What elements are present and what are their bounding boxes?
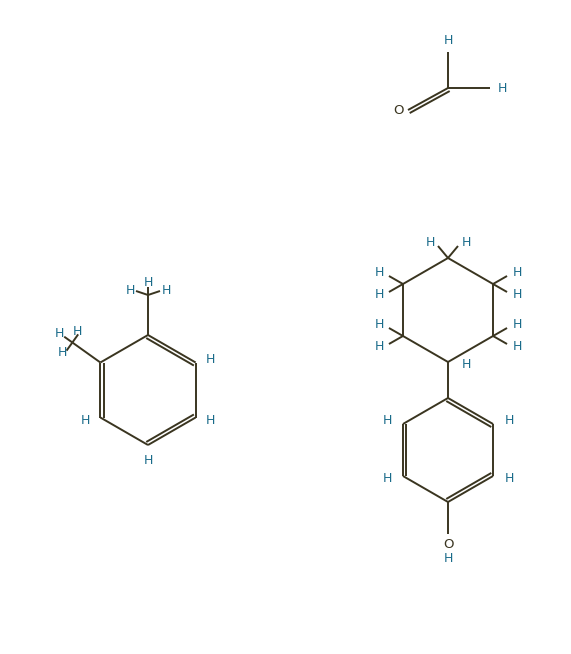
Text: H: H xyxy=(382,415,392,428)
Text: H: H xyxy=(58,345,67,358)
Text: H: H xyxy=(382,472,392,485)
Text: H: H xyxy=(374,288,384,301)
Text: O: O xyxy=(393,103,403,116)
Text: H: H xyxy=(443,551,453,564)
Text: H: H xyxy=(73,326,83,338)
Text: H: H xyxy=(143,275,152,288)
Text: H: H xyxy=(374,318,384,332)
Text: H: H xyxy=(461,358,471,371)
Text: O: O xyxy=(443,538,453,551)
Text: H: H xyxy=(206,353,215,366)
Text: H: H xyxy=(162,284,171,298)
Text: H: H xyxy=(504,415,514,428)
Text: H: H xyxy=(497,82,506,94)
Text: H: H xyxy=(461,235,471,249)
Text: H: H xyxy=(512,288,522,301)
Text: H: H xyxy=(143,453,152,466)
Text: H: H xyxy=(512,318,522,332)
Text: H: H xyxy=(425,235,435,249)
Text: H: H xyxy=(512,266,522,279)
Text: H: H xyxy=(374,341,384,354)
Text: H: H xyxy=(443,33,453,46)
Text: H: H xyxy=(55,328,65,341)
Text: H: H xyxy=(125,284,135,298)
Text: H: H xyxy=(512,341,522,354)
Text: H: H xyxy=(374,266,384,279)
Text: H: H xyxy=(81,414,90,427)
Text: H: H xyxy=(206,414,215,427)
Text: H: H xyxy=(504,472,514,485)
